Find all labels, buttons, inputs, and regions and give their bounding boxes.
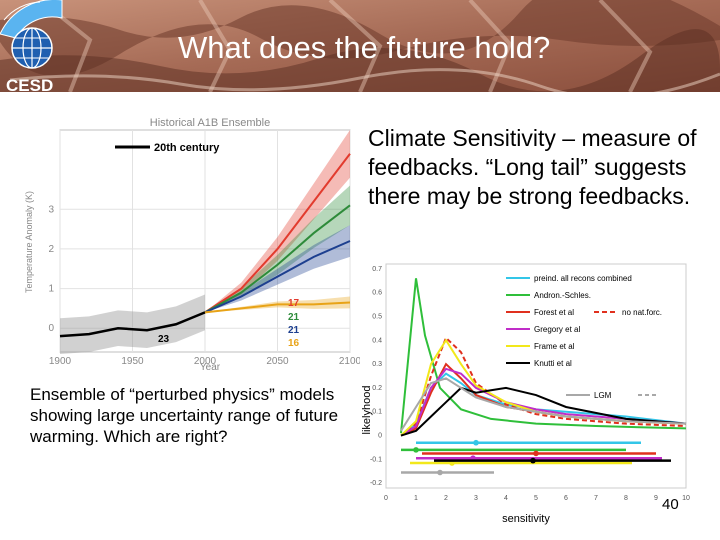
chart1-x-tick-0: 1900 (49, 356, 72, 367)
chart1-x-tick-3: 2050 (266, 356, 289, 367)
chart2-curve-4 (400, 367, 687, 437)
chart2-x-tick-3: 3 (474, 495, 478, 502)
chart2-legend-label-4: Gregory et al (534, 325, 580, 334)
page-number: 40 (662, 496, 679, 513)
chart1-band-count-blue: 21 (288, 325, 300, 336)
chart2-y-tick-6: 0.4 (372, 337, 382, 344)
chart1-ylabel: Temperature Anomaly (K) (24, 191, 34, 293)
chart1-y-tick-0: 0 (48, 323, 54, 334)
chart2-ylabel: likelyhood (361, 386, 373, 435)
chart1-band-3 (205, 225, 350, 313)
chart2-mode-2 (533, 450, 539, 457)
chart1-series-2 (204, 204, 351, 314)
chart1-historical-spread (60, 294, 205, 354)
chart1-title: Historical A1B Ensemble (150, 117, 270, 129)
chart2-x-tick-10: 10 (682, 495, 690, 502)
chart2-curve-6 (400, 386, 687, 437)
chart1-y-tick-1: 1 (48, 284, 54, 295)
chart1-x-tick-2: 2000 (194, 356, 217, 367)
chart2-x-tick-2: 2 (444, 495, 448, 502)
chart2-x-tick-4: 4 (504, 495, 508, 502)
chart2-legend-label-0: preind. all recons combined (534, 274, 632, 283)
header-banner: What does the future hold? CESD (0, 0, 720, 92)
chart1-x-tick-1: 1950 (121, 356, 144, 367)
chart2-mode-7 (437, 469, 443, 476)
slide-title: What does the future hold? (178, 30, 551, 65)
chart2-y-tick-2: 0 (378, 433, 382, 440)
cesd-logo-icon (0, 0, 63, 69)
chart2-legend-label-6: Knutti et al (534, 359, 572, 368)
chart2-y-tick-5: 0.3 (372, 361, 382, 368)
chart2-x-tick-0: 0 (384, 495, 388, 502)
chart1-black-count: 23 (158, 334, 170, 345)
chart2-y-tick-1: -0.1 (370, 456, 382, 463)
chart1-x-tick-4: 2100 (339, 356, 360, 367)
chart2-mode-0 (473, 439, 479, 446)
chart2-y-tick-4: 0.2 (372, 385, 382, 392)
chart2-legend-label-1: Andron.-Schles. (534, 291, 591, 300)
left-caption: Ensemble of “perturbed physics” models s… (30, 385, 339, 446)
chart2-mode-1 (413, 447, 419, 453)
org-label: CESD (6, 76, 54, 92)
chart1-series-3 (204, 240, 351, 314)
chart2-y-tick-8: 0.6 (372, 290, 382, 297)
mountain-landscape-image (0, 0, 720, 92)
chart1-y-tick-2: 2 (48, 244, 54, 255)
chart1-band-count-green: 21 (288, 312, 300, 323)
chart2-curve-7 (400, 377, 687, 432)
chart2-x-tick-5: 5 (534, 495, 538, 502)
chart1-series-0 (59, 311, 206, 338)
chart2-x-tick-8: 8 (624, 495, 628, 502)
chart1-y-tick-3: 3 (48, 204, 54, 215)
climate-sensitivity-chart: 0 1 2 3 4 5 6 7 8 9 10 -0.2 -0.1 0 0.1 0.2 0.3 0.4 0.5 0.6 0… (361, 263, 690, 525)
chart1-xlabel: Year (200, 362, 221, 373)
chart2-legend-label-5: Frame et al (534, 342, 575, 351)
chart2-legend-label-2: Forest et al (534, 308, 574, 317)
chart2-legend-label-7: LGM (594, 391, 612, 400)
chart2-mode-6 (530, 457, 536, 464)
chart2-y-tick-7: 0.5 (372, 313, 382, 320)
chart1-band-count-red: 17 (288, 298, 300, 309)
chart1-band-count-orange: 16 (288, 338, 300, 349)
chart2-xlabel: sensitivity (502, 513, 550, 525)
chart2-y-tick-9: 0.7 (372, 266, 382, 273)
chart2-y-tick-3: 0.1 (372, 409, 382, 416)
chart2-x-tick-9: 9 (654, 495, 658, 502)
chart2-x-tick-6: 6 (564, 495, 568, 502)
chart2-x-tick-7: 7 (594, 495, 598, 502)
temperature-ensemble-chart: Historical A1B Ensemble 1900 1950 2000 2050… (24, 117, 360, 373)
chart2-legend-label-3: no nat.forc. (622, 308, 662, 317)
chart2-y-tick-0: -0.2 (370, 480, 382, 487)
right-paragraph: Climate Sensitivity – measure of feedbac… (368, 125, 697, 209)
chart1-series-1 (204, 153, 351, 314)
chart2-x-tick-1: 1 (414, 495, 418, 502)
chart1-legend-label: 20th century (154, 142, 220, 154)
chart1-series-4 (204, 301, 351, 314)
